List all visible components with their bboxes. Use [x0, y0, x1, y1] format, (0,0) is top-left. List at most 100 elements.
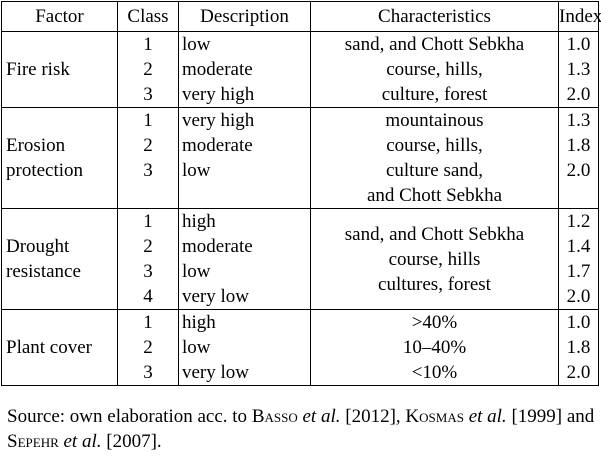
source-note: Source: own elaboration acc. to Basso et…: [7, 404, 597, 454]
characteristics-line: course, hills: [388, 248, 481, 270]
characteristics-line: 10–40%: [402, 337, 467, 358]
class-value: 2: [143, 236, 153, 257]
characteristics-cell: sand, and Chott Sebkha course, hills cul…: [310, 208, 559, 310]
class-value: 2: [143, 337, 153, 358]
description-value: low: [182, 34, 211, 55]
description-cell: high moderate low very low: [178, 208, 311, 310]
year-text: [1999] and: [506, 406, 595, 427]
et-al: et al.: [468, 406, 507, 427]
class-cell: 1 2 3 4: [117, 208, 179, 310]
factor-cell: Plant cover: [1, 309, 118, 386]
index-value: 1.0: [566, 312, 591, 333]
class-value: 2: [143, 135, 153, 156]
header-class: Class: [117, 1, 179, 32]
class-value: 3: [143, 84, 153, 105]
characteristics-cell: mountainous course, hills, culture sand,…: [310, 107, 559, 209]
author-kosmas: Kosmas: [405, 406, 464, 427]
table-row-fire-risk: Fire risk 1 2 3 low moderate very high s…: [1, 31, 599, 108]
class-value: 3: [143, 261, 153, 282]
description-value: moderate: [182, 236, 253, 257]
et-al: et al.: [63, 431, 102, 452]
index-cell: 1.3 1.8 2.0: [558, 107, 599, 209]
header-row: Factor Class Description Characteristics…: [1, 1, 601, 32]
characteristics-line: mountainous: [385, 110, 484, 131]
class-cell: 1 2 3: [117, 107, 179, 209]
characteristics-line: <10%: [411, 362, 458, 383]
header-characteristics: Characteristics: [310, 1, 559, 32]
class-cell: 1 2 3: [117, 309, 179, 386]
table-row-erosion-protection: Erosion protection 1 2 3 very high moder…: [1, 107, 599, 209]
characteristics-cell: >40% 10–40% <10%: [310, 309, 559, 386]
description-value: very low: [182, 286, 250, 307]
source-prefix: Source: own elaboration acc. to: [7, 406, 252, 427]
description-value: high: [182, 312, 216, 333]
characteristics-line: sand, and Chott Sebkha: [344, 223, 525, 245]
factor-name: Drought: [6, 236, 70, 257]
index-value: 1.4: [566, 236, 591, 257]
factor-name: resistance: [6, 261, 81, 282]
author-rest: osmas: [419, 406, 464, 427]
index-value: 2.0: [566, 84, 591, 105]
year-text: [2007].: [101, 431, 162, 452]
description-value: very high: [182, 110, 255, 131]
class-cell: 1 2 3: [117, 31, 179, 108]
characteristics-line: course, hills,: [386, 135, 483, 156]
header-index: Index: [558, 1, 601, 32]
author-rest: asso: [264, 406, 298, 427]
table-container: Factor Class Description Characteristics…: [1, 1, 601, 386]
class-value: 1: [143, 34, 153, 55]
characteristics-line: >40%: [411, 312, 458, 333]
et-al: et al.: [302, 406, 341, 427]
factor-name: protection: [6, 160, 84, 181]
description-cell: low moderate very high: [178, 31, 311, 108]
characteristics-line: and Chott Sebkha: [366, 185, 503, 206]
characteristics-line: culture, forest: [381, 84, 488, 105]
index-value: 1.8: [566, 135, 591, 156]
author-initial: S: [7, 431, 18, 452]
characteristics-line: sand, and Chott Sebkha: [344, 34, 525, 55]
header-description: Description: [178, 1, 311, 32]
index-value: 1.3: [566, 110, 591, 131]
description-cell: very high moderate low: [178, 107, 311, 209]
author-basso: Basso: [252, 406, 298, 427]
class-value: 3: [143, 160, 153, 181]
index-value: 2.0: [566, 160, 591, 181]
factor-cell: Fire risk: [1, 31, 118, 108]
class-value: 1: [143, 211, 153, 232]
characteristics-line: cultures, forest: [378, 273, 491, 295]
index-value: 2.0: [566, 286, 591, 307]
index-value: 1.2: [566, 211, 591, 232]
description-cell: high low very low: [178, 309, 311, 386]
description-value: moderate: [182, 135, 253, 156]
table-row-plant-cover: Plant cover 1 2 3 high low very low >40%: [1, 309, 599, 386]
characteristics-line: course, hills,: [386, 59, 483, 80]
year-text: [2012],: [340, 406, 406, 427]
index-value: 2.0: [566, 362, 591, 383]
author-initial: B: [251, 406, 265, 427]
author-initial: K: [405, 406, 420, 427]
index-value: 1.8: [566, 337, 591, 358]
factor-cell: Drought resistance: [1, 208, 118, 310]
index-value: 1.7: [566, 261, 591, 282]
factor-name: Plant cover: [6, 337, 93, 358]
index-cell: 1.2 1.4 1.7 2.0: [558, 208, 599, 310]
factor-name: Erosion: [6, 135, 66, 156]
characteristics-line: culture sand,: [385, 160, 484, 181]
description-value: very low: [182, 362, 250, 383]
index-value: 1.3: [566, 59, 591, 80]
class-value: 4: [143, 286, 153, 307]
author-sepehr: Sepehr: [7, 431, 59, 452]
class-value: 1: [143, 110, 153, 131]
description-value: low: [182, 261, 211, 282]
description-value: high: [182, 211, 216, 232]
characteristics-cell: sand, and Chott Sebkha course, hills, cu…: [310, 31, 559, 108]
author-rest: epehr: [17, 431, 59, 452]
table-row-drought-resistance: Drought resistance 1 2 3 4 high moderate…: [1, 208, 599, 310]
class-value: 2: [143, 59, 153, 80]
index-value: 1.0: [566, 34, 591, 55]
class-value: 1: [143, 312, 153, 333]
description-value: very high: [182, 84, 255, 105]
description-value: low: [182, 337, 211, 358]
factor-name: Fire risk: [6, 59, 70, 80]
class-value: 3: [143, 362, 153, 383]
